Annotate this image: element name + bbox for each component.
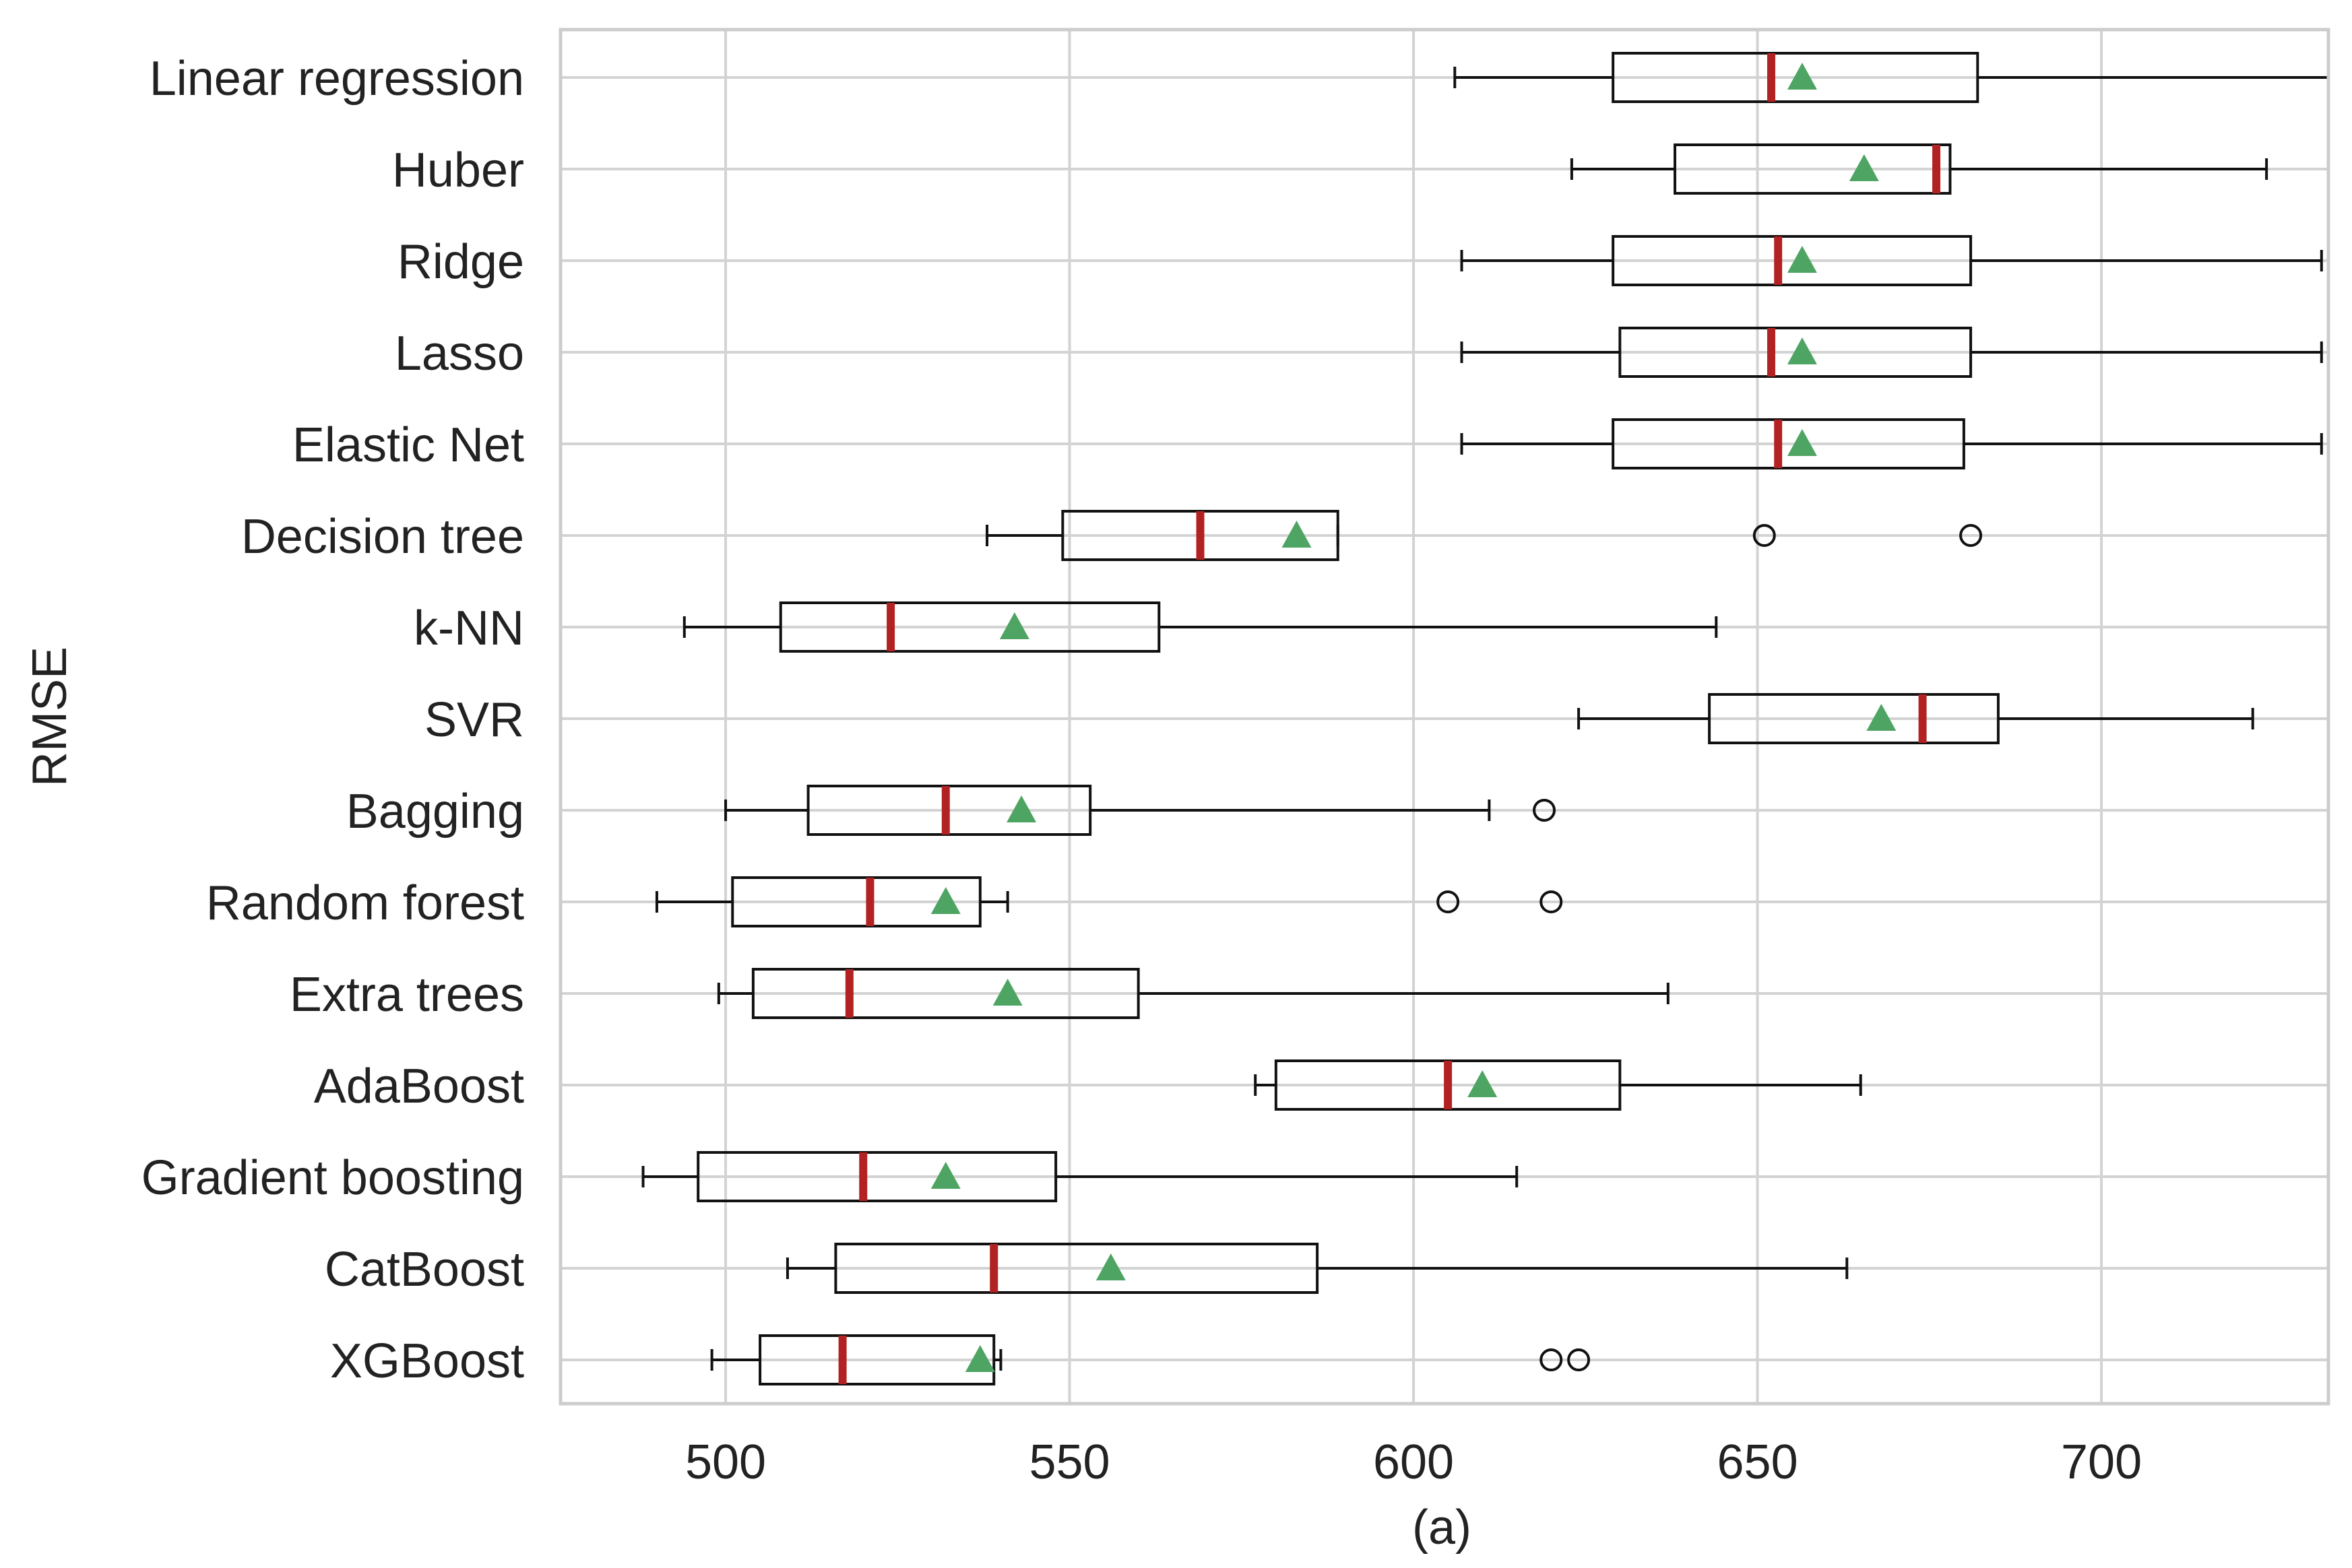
outlier-bagging-1 xyxy=(1533,799,1556,822)
y-tick-label-huber: Huber xyxy=(392,143,524,197)
y-tick-label-random-forest: Random forest xyxy=(206,876,524,930)
y-axis-label: RMSE xyxy=(23,647,77,787)
y-tick-label-catboost: CatBoost xyxy=(325,1243,524,1297)
mean-marker-random-forest xyxy=(930,887,961,914)
mean-marker-extra-trees xyxy=(992,979,1023,1006)
box-linear-regression xyxy=(1453,52,2330,103)
box-lasso xyxy=(1460,327,2323,378)
y-tick-label-bagging: Bagging xyxy=(346,785,524,839)
y-tick-label-xgboost: XGBoost xyxy=(330,1334,524,1388)
y-tick-label-extra-trees: Extra trees xyxy=(290,968,524,1022)
outlier-random-forest-2 xyxy=(1539,890,1563,913)
x-tick-label-700: 700 xyxy=(2061,1435,2142,1489)
x-tick-label-650: 650 xyxy=(1717,1435,1798,1489)
y-tick-label-lasso: Lasso xyxy=(395,327,524,381)
iqr-box-linear-regression xyxy=(1612,52,1979,103)
iqr-box-random-forest xyxy=(731,876,982,927)
mean-marker-elastic-net xyxy=(1787,429,1817,456)
grid-layer xyxy=(561,30,2328,1404)
y-tick-label-k-nn: k-NN xyxy=(414,601,524,655)
y-tick-label-elastic-net: Elastic Net xyxy=(292,418,524,472)
mean-marker-linear-regression xyxy=(1787,63,1817,90)
outlier-xgboost-2 xyxy=(1567,1348,1591,1371)
iqr-box-gradient-boosting xyxy=(697,1151,1058,1202)
box-layer xyxy=(641,52,2330,1385)
box-adaboost xyxy=(1254,1059,1862,1111)
y-tick-label-svr: SVR xyxy=(424,693,524,747)
y-tick-label-adaboost: AdaBoost xyxy=(314,1059,524,1113)
box-huber xyxy=(1570,143,2268,195)
box-xgboost xyxy=(710,1334,1591,1385)
mean-marker-decision-tree xyxy=(1281,521,1312,548)
y-tick-label-ridge: Ridge xyxy=(398,235,524,289)
box-decision-tree xyxy=(986,510,1983,561)
iqr-box-k-nn xyxy=(779,601,1161,653)
box-svr xyxy=(1577,693,2254,744)
iqr-box-extra-trees xyxy=(751,968,1140,1019)
box-elastic-net xyxy=(1460,418,2323,469)
mean-marker-huber xyxy=(1849,154,1879,181)
box-gradient-boosting xyxy=(641,1151,1519,1202)
y-tick-label-gradient-boosting: Gradient boosting xyxy=(141,1151,524,1205)
outlier-decision-tree-1 xyxy=(1752,524,1776,547)
x-tick-label-600: 600 xyxy=(1373,1435,1454,1489)
box-ridge xyxy=(1460,235,2323,286)
box-random-forest xyxy=(655,876,1563,927)
x-axis-label: (a) xyxy=(1412,1501,1471,1555)
y-tick-label-linear-regression: Linear regression xyxy=(150,52,524,106)
mean-marker-ridge xyxy=(1787,246,1817,273)
iqr-box-ridge xyxy=(1612,235,1973,286)
mean-marker-bagging xyxy=(1007,795,1037,822)
iqr-box-huber xyxy=(1674,143,1952,195)
outlier-random-forest-1 xyxy=(1436,890,1460,913)
x-tick-label-500: 500 xyxy=(685,1435,766,1489)
outlier-decision-tree-2 xyxy=(1959,524,1983,547)
mean-marker-k-nn xyxy=(999,612,1029,639)
y-tick-label-decision-tree: Decision tree xyxy=(241,510,524,564)
box-k-nn xyxy=(682,601,1718,653)
label-layer: 500 550 600 650 700 Linear regression Huber Rid… xyxy=(141,52,2142,1489)
mean-marker-lasso xyxy=(1787,337,1817,364)
box-catboost xyxy=(786,1243,1849,1294)
plot-frame xyxy=(559,28,2330,1406)
outlier-xgboost-1 xyxy=(1539,1348,1563,1371)
mean-marker-catboost xyxy=(1095,1253,1126,1280)
mean-marker-adaboost xyxy=(1467,1070,1498,1097)
iqr-box-xgboost xyxy=(759,1334,996,1385)
iqr-box-lasso xyxy=(1618,327,1973,378)
box-bagging xyxy=(724,785,1556,836)
mean-marker-xgboost xyxy=(965,1345,995,1372)
iqr-box-elastic-net xyxy=(1612,418,1965,469)
box-extra-trees xyxy=(717,968,1670,1019)
iqr-box-catboost xyxy=(834,1243,1319,1294)
mean-marker-gradient-boosting xyxy=(930,1162,961,1189)
iqr-box-svr xyxy=(1708,693,2000,744)
x-tick-label-550: 550 xyxy=(1029,1435,1110,1489)
mean-marker-svr xyxy=(1866,704,1897,731)
